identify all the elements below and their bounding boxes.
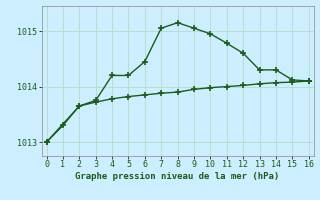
X-axis label: Graphe pression niveau de la mer (hPa): Graphe pression niveau de la mer (hPa)	[76, 172, 280, 181]
